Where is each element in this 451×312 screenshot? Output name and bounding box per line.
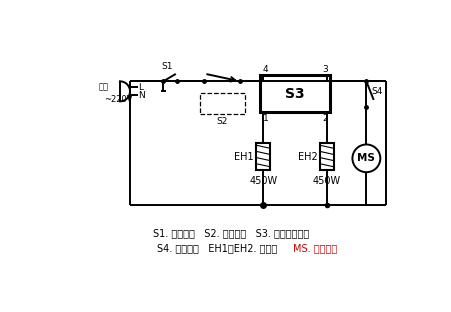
Text: N: N [138,91,145,100]
Text: EH1: EH1 [235,152,254,162]
Text: S3: S3 [285,87,305,101]
Text: S1. 傾倒开关   S2. 定时开关   S3. 功率转换开关: S1. 傾倒开关 S2. 定时开关 S3. 功率转换开关 [152,228,309,238]
Text: 4: 4 [262,65,268,74]
Text: EH2: EH2 [298,152,318,162]
Text: 接地: 接地 [98,82,108,91]
Text: S4: S4 [371,87,382,96]
Text: 3: 3 [322,65,327,74]
Text: S4. 电机开关   EH1、EH2. 发热器: S4. 电机开关 EH1、EH2. 发热器 [157,243,287,253]
Bar [260,75,330,112]
Bar [320,143,334,170]
Text: S2: S2 [216,117,228,126]
Bar [256,143,270,170]
Text: MS: MS [358,153,375,163]
Text: S1: S1 [161,61,173,71]
Text: 1: 1 [262,114,268,123]
Text: 450W: 450W [249,176,277,186]
Text: ~220V: ~220V [105,95,133,104]
Text: 2: 2 [322,114,327,123]
Text: MS. 摇头电机: MS. 摇头电机 [293,243,337,253]
Bar [200,93,245,115]
Text: L: L [138,83,143,92]
Circle shape [352,144,380,172]
Text: 450W: 450W [313,176,341,186]
